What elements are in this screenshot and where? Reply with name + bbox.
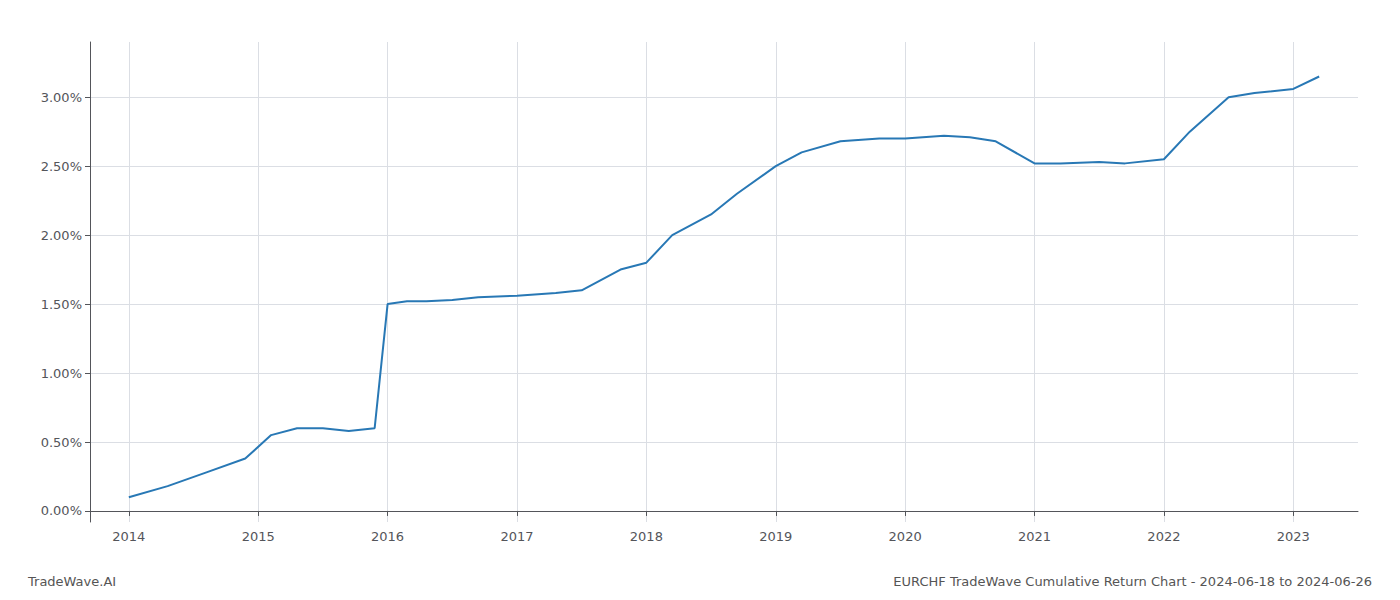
svg-text:2019: 2019 [759,529,792,544]
svg-text:TradeWave.AI: TradeWave.AI [27,574,116,589]
svg-text:2023: 2023 [1277,529,1310,544]
svg-text:1.00%: 1.00% [41,366,82,381]
svg-text:3.00%: 3.00% [41,90,82,105]
svg-text:2022: 2022 [1147,529,1180,544]
svg-text:EURCHF TradeWave Cumulative Re: EURCHF TradeWave Cumulative Return Chart… [893,574,1372,589]
svg-text:2021: 2021 [1018,529,1051,544]
svg-text:2.00%: 2.00% [41,228,82,243]
svg-text:0.50%: 0.50% [41,435,82,450]
svg-text:2.50%: 2.50% [41,159,82,174]
svg-text:2016: 2016 [371,529,404,544]
svg-text:2020: 2020 [889,529,922,544]
svg-text:2014: 2014 [112,529,145,544]
svg-text:2018: 2018 [630,529,663,544]
svg-text:2017: 2017 [500,529,533,544]
svg-text:1.50%: 1.50% [41,297,82,312]
svg-text:2015: 2015 [242,529,275,544]
svg-text:0.00%: 0.00% [41,503,82,518]
